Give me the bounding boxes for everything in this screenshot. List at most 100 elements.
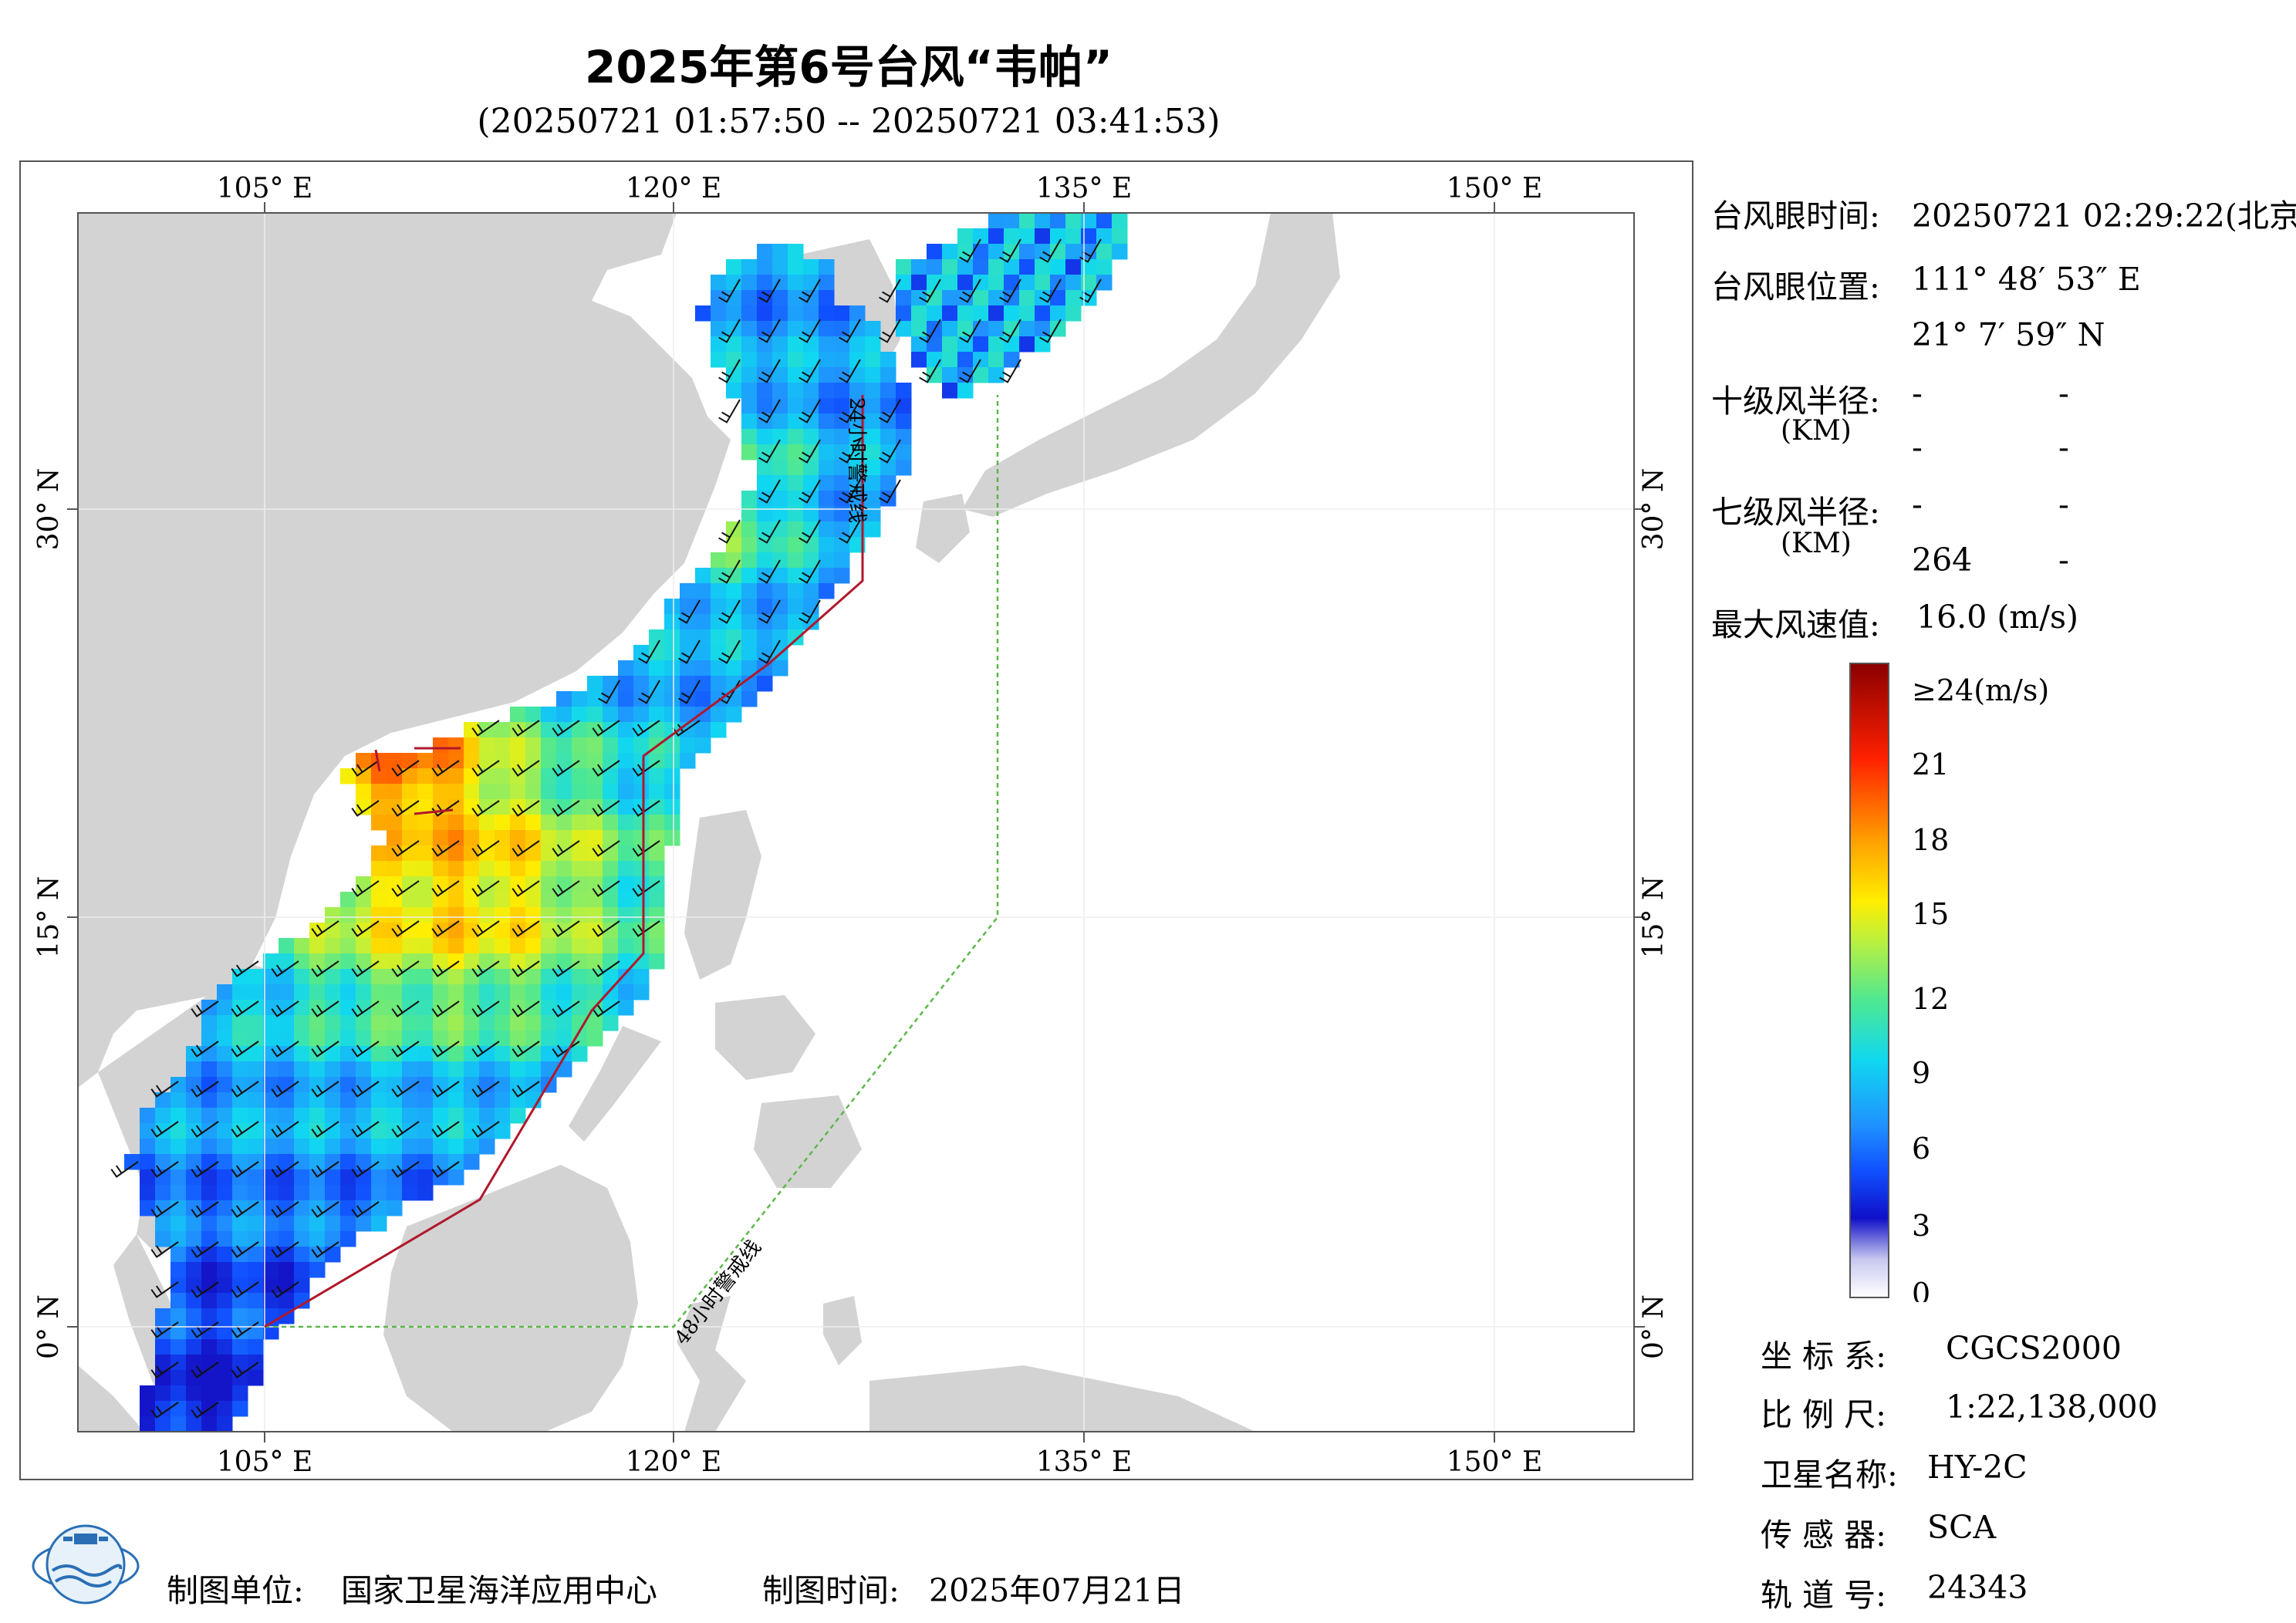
wind-cell bbox=[309, 938, 326, 954]
wind-cell bbox=[340, 1185, 356, 1201]
wind-cell bbox=[433, 861, 449, 877]
wind-cell bbox=[741, 645, 758, 661]
sulawesi bbox=[677, 1296, 746, 1432]
wind-cell bbox=[788, 491, 804, 507]
wind-cell bbox=[140, 1169, 156, 1186]
colorbar-label-12: 12 bbox=[1912, 982, 1949, 1016]
wind-cell bbox=[757, 537, 773, 553]
wind-cell bbox=[186, 1169, 202, 1186]
wind-cell bbox=[171, 1355, 187, 1371]
wind-cell bbox=[788, 352, 804, 368]
wind-cell bbox=[556, 907, 572, 923]
wind-cell bbox=[772, 398, 788, 414]
wind-cell bbox=[819, 429, 835, 445]
halmahera bbox=[823, 1296, 862, 1365]
wind-cell bbox=[171, 1123, 187, 1139]
wind-cell bbox=[618, 676, 634, 692]
wind-cell bbox=[495, 845, 511, 862]
map-canvas[interactable]: 24小时警戒线 48小时警戒线 105° E 120° E 135° E 150… bbox=[21, 162, 1692, 1479]
wind-cell bbox=[171, 1185, 187, 1201]
wind-cell bbox=[741, 429, 758, 445]
wind-cell bbox=[865, 321, 881, 337]
wind-cell bbox=[186, 1308, 202, 1324]
wind-cell bbox=[201, 1031, 218, 1047]
wind-cell bbox=[263, 1046, 279, 1062]
wind-cell bbox=[603, 784, 619, 800]
wind-cell bbox=[587, 907, 603, 923]
wind-cell bbox=[525, 737, 542, 754]
wind-cell bbox=[849, 305, 866, 322]
wind-barb bbox=[512, 720, 540, 737]
wind-cell bbox=[340, 1200, 356, 1216]
wind-cell bbox=[1019, 244, 1035, 260]
wind-cell bbox=[464, 722, 480, 738]
wind-barb bbox=[512, 920, 540, 937]
wind-cell bbox=[294, 1231, 310, 1247]
wind-cell bbox=[772, 244, 788, 260]
wind-cell bbox=[772, 491, 788, 507]
wind-cell bbox=[1065, 228, 1082, 245]
wind-cell bbox=[417, 923, 434, 939]
wind-barb bbox=[879, 278, 901, 303]
wind-cell bbox=[541, 923, 557, 939]
wind-cell bbox=[140, 1416, 156, 1432]
wind-barb bbox=[231, 1361, 259, 1378]
wind-cell bbox=[201, 1123, 218, 1139]
wind-cell bbox=[741, 568, 758, 584]
wind-cell bbox=[263, 984, 279, 1000]
wind-cell bbox=[695, 691, 711, 707]
wind-cell bbox=[1004, 336, 1020, 353]
wind-cell bbox=[711, 614, 727, 630]
wind-cell bbox=[572, 907, 588, 923]
wind-barb bbox=[271, 1241, 299, 1258]
wind-barb bbox=[799, 559, 821, 584]
wind-cell bbox=[556, 799, 572, 815]
lon-label-bottom-150: 150° E bbox=[1447, 1446, 1542, 1478]
wind-cell bbox=[417, 938, 434, 954]
wind-barb bbox=[758, 519, 781, 544]
wind-cell bbox=[556, 815, 572, 831]
wind-cell bbox=[371, 799, 387, 815]
wind-cell bbox=[402, 830, 418, 846]
wind-cell bbox=[356, 1216, 372, 1232]
wind-cell bbox=[1004, 305, 1020, 322]
wind-cell bbox=[279, 1139, 295, 1155]
wind-cell bbox=[711, 660, 727, 677]
wind-cell bbox=[171, 1416, 187, 1432]
footer-unit-label: 制图单位: bbox=[167, 1572, 304, 1609]
wind-cell bbox=[464, 1015, 480, 1031]
wind-cell bbox=[387, 845, 403, 862]
wind-cell bbox=[495, 737, 511, 754]
lon-label-top-120: 120° E bbox=[626, 173, 721, 204]
wind-cell bbox=[849, 352, 866, 368]
wind-cell bbox=[556, 861, 572, 877]
wind-cell bbox=[387, 876, 403, 892]
wind-cell bbox=[525, 845, 542, 862]
wind-cell bbox=[803, 321, 819, 337]
wind-barb bbox=[839, 359, 861, 383]
wind-cell bbox=[356, 1061, 372, 1078]
wind-cell bbox=[294, 1015, 310, 1031]
wind-cell bbox=[309, 1139, 326, 1155]
wind-cell bbox=[927, 367, 943, 383]
wind-cell bbox=[633, 830, 650, 846]
wind-cell bbox=[186, 1139, 202, 1155]
wind-cell bbox=[510, 784, 526, 800]
wind-cell bbox=[232, 1370, 248, 1386]
wind-cell bbox=[572, 938, 588, 954]
wind-cell bbox=[556, 768, 572, 785]
wind-cell bbox=[140, 1139, 156, 1155]
wind-cell bbox=[263, 1031, 279, 1047]
wind-cell bbox=[819, 506, 835, 522]
wind-cell bbox=[556, 984, 572, 1000]
lon-label-bottom-105: 105° E bbox=[217, 1446, 312, 1478]
wind-cell bbox=[618, 923, 634, 939]
wind-cell bbox=[1035, 290, 1051, 306]
wind-cell bbox=[757, 352, 773, 368]
wind-barb bbox=[512, 1081, 540, 1098]
wind-cell bbox=[510, 938, 526, 954]
wind-cell bbox=[171, 1092, 187, 1108]
wind-cell bbox=[201, 1308, 218, 1324]
wind-cell bbox=[479, 784, 495, 800]
wind-cell bbox=[587, 1015, 603, 1031]
